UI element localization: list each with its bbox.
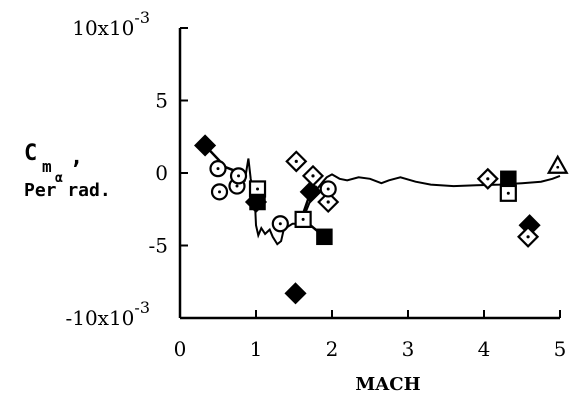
marker-dot	[556, 165, 560, 169]
ylabel-alpha: α	[55, 171, 63, 186]
marker-dot	[294, 159, 298, 163]
data-point-open-square-dot	[499, 184, 517, 202]
x-axis-label: MACH	[355, 374, 420, 395]
marker-dot	[278, 222, 282, 226]
marker-shape	[284, 282, 307, 305]
data-point-open-circle-dot	[209, 160, 227, 178]
y-tick-label: -10x10-3	[65, 298, 150, 330]
ylabel-comma: ,	[70, 145, 83, 170]
data-point-filled-diamond	[194, 134, 217, 157]
data-point-open-triangle	[546, 154, 569, 174]
y-tick-label: 10x10-3	[72, 8, 150, 40]
marker-dot	[506, 191, 510, 195]
marker-dot	[486, 177, 490, 181]
marker-shape	[546, 154, 569, 174]
x-tick-label: 4	[478, 337, 491, 361]
marker-shape	[249, 193, 266, 211]
marker-dot	[218, 190, 222, 194]
marker-dot	[301, 217, 305, 221]
data-point-open-diamond-dot	[317, 190, 340, 214]
data-point-filled-square	[316, 228, 333, 246]
ylabel-m: m	[42, 157, 52, 176]
marker-dot	[311, 174, 315, 178]
marker-dot	[326, 187, 330, 191]
marker-dot	[235, 184, 239, 188]
svg-text:,: ,	[70, 145, 83, 170]
data-point-open-diamond-dot	[285, 150, 308, 173]
data-point-filled-diamond	[284, 282, 307, 305]
marker-shape	[316, 228, 333, 246]
marker-dot	[326, 200, 330, 204]
x-tick-label: 5	[554, 337, 567, 361]
y-tick-label: -5	[149, 234, 168, 258]
marker-dot	[216, 167, 220, 171]
svg-text:α: α	[55, 171, 63, 186]
ylabel-c: C	[24, 141, 37, 166]
data-point-open-circle-dot	[319, 180, 337, 198]
axes: 0 1 2 3 4 5 10x10-3 5 0 -5 -10x10-3	[65, 8, 566, 361]
marker-shape	[299, 180, 322, 203]
data-point-filled-square	[500, 170, 517, 188]
data-point-open-diamond-dot	[476, 167, 499, 190]
data-point-filled-diamond	[299, 180, 322, 203]
marker-shape	[500, 170, 517, 188]
marker-dot	[526, 235, 530, 239]
data-markers	[194, 134, 569, 305]
y-axis-label: C m α , Per rad.	[24, 141, 111, 201]
data-point-open-circle-dot	[271, 215, 289, 233]
data-point-open-diamond-dot	[301, 164, 325, 187]
data-point-open-circle-dot	[210, 183, 229, 201]
ylabel-per-rad: Per rad.	[24, 180, 111, 201]
marker-shape	[194, 134, 217, 157]
data-point-open-diamond-dot	[517, 225, 540, 248]
y-tick-label: 0	[155, 161, 168, 185]
marker-dot	[237, 174, 241, 178]
x-tick-label: 1	[250, 337, 263, 361]
marker-dot	[256, 187, 260, 191]
data-point-open-circle-dot	[229, 167, 248, 185]
x-tick-label: 2	[326, 337, 339, 361]
y-tick-label: 5	[155, 89, 168, 113]
svg-text:C: C	[24, 141, 37, 166]
x-tick-label: 0	[174, 337, 187, 361]
x-tick-label: 3	[402, 337, 415, 361]
svg-text:m: m	[42, 157, 52, 176]
data-point-filled-square	[249, 193, 266, 211]
data-point-open-square-dot	[294, 210, 312, 228]
